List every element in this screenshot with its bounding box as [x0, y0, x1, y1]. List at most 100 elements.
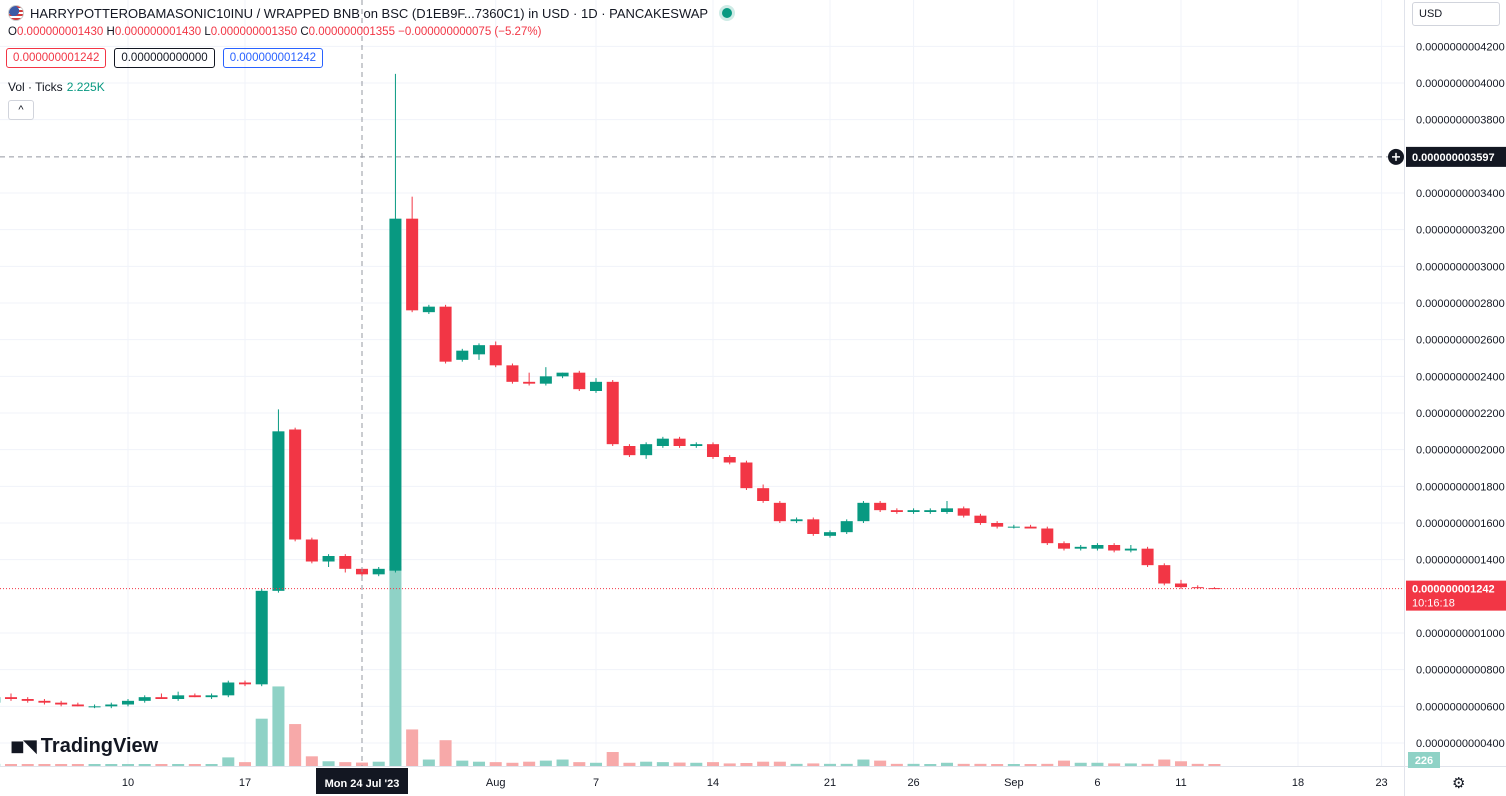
candle-body: [640, 444, 653, 456]
high-value: 0.000000001430: [114, 26, 202, 38]
candle-body: [255, 590, 268, 685]
candle-body: [21, 699, 34, 701]
open-value: 0.000000001430: [16, 26, 104, 38]
gear-icon[interactable]: ⚙: [1452, 775, 1466, 792]
candle-body: [121, 700, 135, 705]
volume-legend[interactable]: Vol · Ticks 2.225K: [8, 80, 105, 94]
watermark-text: TradingView: [40, 735, 159, 757]
price-tick-label: 0.0000000002400: [1416, 371, 1505, 383]
volume-bar: [874, 760, 887, 766]
volume-bar: [472, 761, 486, 766]
volume-bar: [138, 764, 151, 766]
volume-bar: [690, 762, 703, 766]
volume-bar: [640, 761, 653, 766]
candle-body: [389, 218, 402, 571]
price-tick-label: 0.0000000001600: [1416, 518, 1505, 530]
price-tick-label: 0.0000000000600: [1416, 701, 1505, 713]
volume-bar: [38, 764, 51, 766]
time-tick-label: 14: [707, 777, 719, 789]
volume-bar: [940, 762, 954, 766]
price-tick-label: 0.0000000003400: [1416, 188, 1505, 200]
time-tick-label: 6: [1094, 777, 1100, 789]
sell-button[interactable]: 0.000000001242: [6, 48, 107, 68]
volume-bar: [1124, 763, 1137, 766]
candle-body: [1124, 548, 1137, 551]
collapse-legend-button[interactable]: ^: [8, 100, 34, 120]
volume-bar: [706, 762, 720, 766]
volume-bar: [222, 757, 235, 766]
candle-body: [1074, 546, 1087, 549]
time-tick-label: Aug: [486, 777, 506, 789]
symbol-title[interactable]: HARRYPOTTEROBAMASONIC10INU / WRAPPED BNB…: [30, 5, 709, 21]
trade-buttons: 0.000000001242 0.000000000000 0.00000000…: [6, 48, 324, 68]
plus-icon: [1392, 152, 1400, 161]
volume-bar: [823, 763, 837, 766]
buy-button[interactable]: 0.000000001242: [222, 48, 324, 68]
market-status-icon[interactable]: [722, 8, 733, 18]
candle-body: [874, 502, 887, 511]
candle-body: [305, 539, 318, 562]
candle-body: [1208, 588, 1221, 590]
volume-bar: [88, 764, 101, 766]
volume-label: Vol · Ticks: [8, 80, 63, 94]
volume-value: 2.225K: [66, 80, 105, 94]
tradingview-logo-icon: ◼◥: [10, 736, 37, 756]
candle-body: [138, 697, 151, 701]
price-tick-label: 0.0000000004000: [1416, 78, 1505, 90]
low-value: 0.000000001350: [210, 26, 298, 38]
time-tick-label: 26: [907, 777, 919, 789]
volume-bar: [556, 759, 569, 766]
candle-body: [472, 345, 486, 355]
high-label: H: [106, 26, 115, 38]
candle-body: [289, 429, 302, 540]
volume-bar: [1007, 764, 1020, 766]
candle-body: [1108, 545, 1121, 551]
spread-value: 0.000000000000: [114, 48, 215, 68]
candle-body: [991, 523, 1004, 527]
crosshair-time-tag: [316, 768, 408, 794]
price-tick-label: 0.0000000002000: [1416, 445, 1505, 457]
volume-bar: [322, 761, 335, 766]
volume-bar: [807, 763, 820, 766]
price-tick-label: 0.0000000003800: [1416, 115, 1505, 127]
candle-body: [456, 350, 469, 360]
currency-select[interactable]: USD: [1412, 2, 1500, 26]
time-tick-label: 10: [122, 777, 134, 789]
candle-body: [105, 704, 118, 707]
chevron-up-icon: ^: [18, 104, 24, 116]
candle-body: [38, 700, 51, 703]
volume-badge: [1408, 752, 1440, 768]
volume-bar: [1108, 763, 1121, 766]
time-tick-label: 11: [1175, 777, 1186, 789]
candle-body: [940, 508, 954, 512]
candle-body: [957, 508, 970, 516]
candle-body: [339, 556, 352, 569]
volume-bar: [439, 740, 452, 766]
volume-bar: [305, 756, 318, 766]
candle-body: [439, 306, 452, 362]
candle-body: [188, 695, 201, 698]
volume-bar: [1208, 764, 1221, 766]
candle-body: [773, 502, 786, 522]
volume-bar: [656, 762, 669, 766]
tradingview-watermark[interactable]: ◼◥ TradingView: [10, 735, 158, 758]
crosshair-price-tag: [1406, 146, 1506, 167]
volume-bar: [255, 718, 268, 766]
us-flag-icon: [8, 5, 24, 21]
candle-body: [406, 218, 419, 311]
candle-body: [506, 365, 519, 382]
candle-body: [1024, 526, 1037, 529]
candle-body: [422, 306, 435, 313]
volume-bar: [539, 760, 552, 766]
volume-bar: [489, 762, 502, 766]
price-tick-label: 0.0000000001800: [1416, 481, 1505, 493]
candle-body: [205, 695, 218, 698]
candle-body: [740, 462, 753, 489]
volume-bar: [188, 764, 201, 766]
candle-body: [840, 521, 853, 533]
candle-body: [4, 697, 18, 699]
candle-body: [606, 381, 619, 445]
candle-body: [1007, 526, 1020, 528]
price-tick-label: 0.0000000001400: [1416, 555, 1505, 567]
